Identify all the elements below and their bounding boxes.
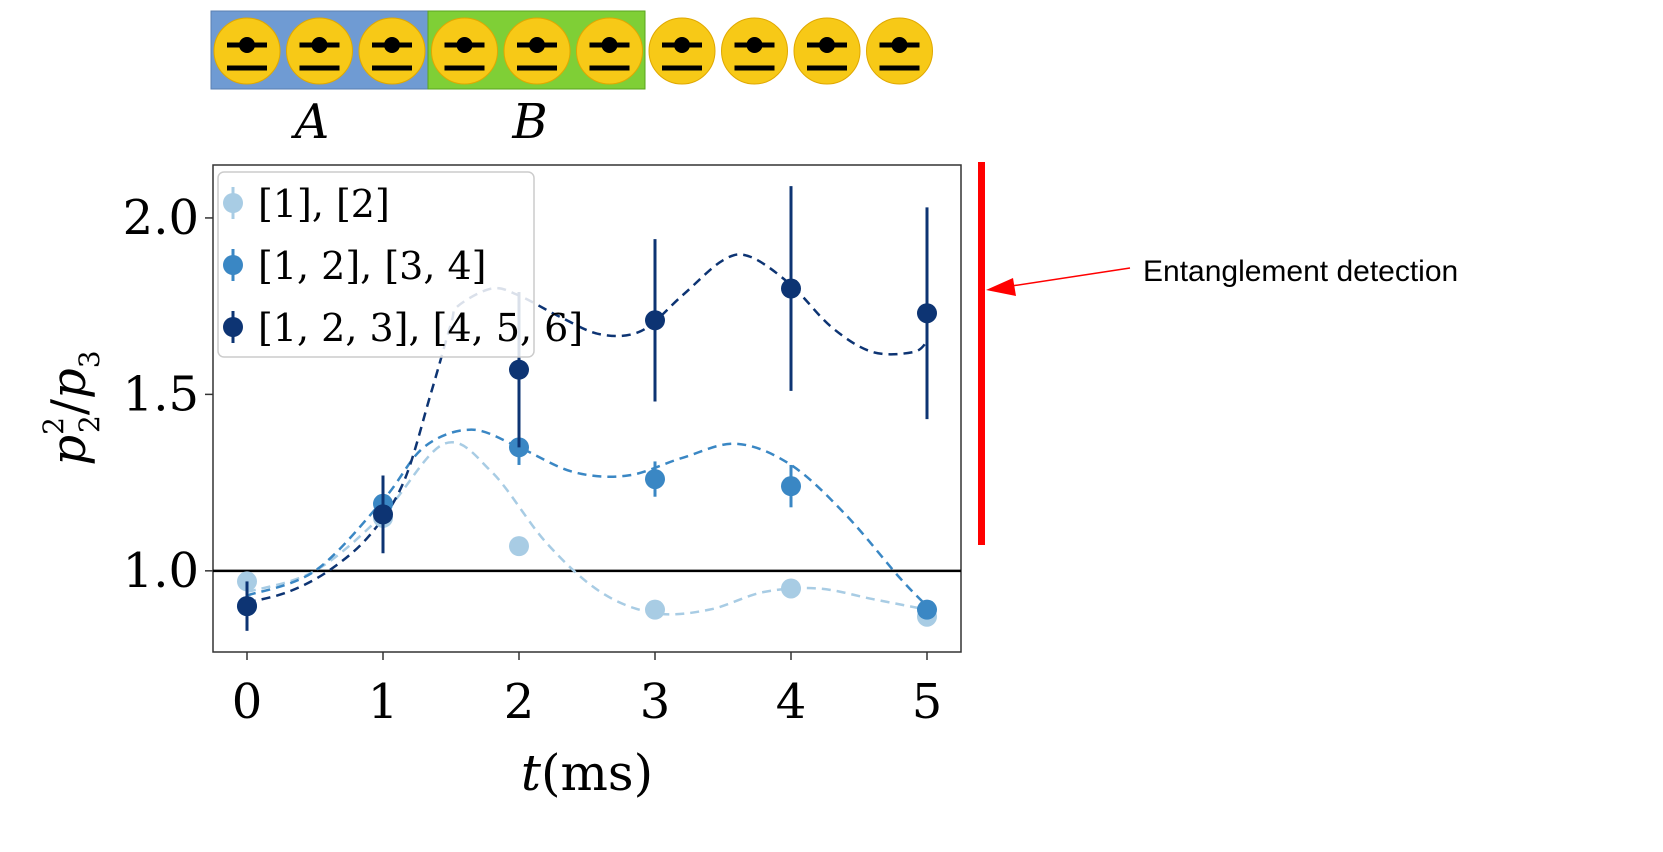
legend-marker (223, 193, 243, 213)
x-tick-label: 4 (776, 674, 807, 730)
svg-text:p22/p3: p2 2/p3 (37, 350, 106, 465)
ion-icon (432, 18, 498, 84)
y-label-slash: / (41, 398, 97, 415)
svg-text:t(ms): t(ms) (521, 744, 653, 802)
x-ticks: 0 1 2 3 4 5 (232, 652, 943, 730)
legend: [1], [2] [1, 2], [3, 4] [1, 2, 3], [4, 5, … (218, 172, 583, 357)
ion-icon (794, 18, 860, 84)
legend-marker (223, 317, 243, 337)
ion-chain: A B (211, 11, 933, 150)
y-tick-label: 1.5 (123, 366, 199, 422)
annotation-arrow-shaft (1005, 268, 1130, 287)
x-axis-label: t(ms) (521, 744, 653, 802)
ion-icon (722, 18, 788, 84)
x-label-var: t (521, 744, 542, 802)
detection-bar (978, 162, 985, 545)
x-tick-label: 0 (232, 674, 263, 730)
ion-icon (214, 18, 280, 84)
y-tick-label: 1.0 (123, 543, 199, 599)
legend-marker (223, 255, 243, 275)
data-point (781, 476, 801, 496)
data-point (645, 310, 665, 330)
y-label-num-sub: 2 (73, 415, 106, 433)
legend-label: [1], [2] (258, 182, 390, 226)
x-tick-label: 5 (912, 674, 943, 730)
annotation-arrow-head (986, 278, 1016, 296)
data-point (509, 536, 529, 556)
data-point (645, 600, 665, 620)
fit-curve (247, 430, 927, 606)
y-ticks: 1.0 1.5 2.0 (123, 190, 213, 599)
data-point (509, 360, 529, 380)
y-label-den: p (41, 368, 97, 399)
annotation-text: Entanglement detection (1143, 255, 1458, 288)
data-point (781, 578, 801, 598)
y-label-num: p (41, 435, 97, 466)
data-point (917, 303, 937, 323)
legend-label: [1, 2, 3], [4, 5, 6] (258, 306, 583, 350)
ion-icon (649, 18, 715, 84)
x-tick-label: 2 (504, 674, 535, 730)
data-point (373, 504, 393, 524)
fit-curve (247, 442, 927, 614)
data-point (781, 279, 801, 299)
region-b-label: B (511, 94, 547, 150)
x-tick-label: 3 (640, 674, 671, 730)
y-tick-label: 2.0 (123, 190, 199, 246)
x-label-unit: (ms) (541, 744, 653, 802)
data-point (917, 600, 937, 620)
legend-label: [1, 2], [3, 4] (258, 244, 486, 288)
ion-icon (359, 18, 425, 84)
x-tick-label: 1 (368, 674, 399, 730)
data-point (237, 596, 257, 616)
y-label-den-sub: 3 (73, 350, 106, 368)
ion-icon (287, 18, 353, 84)
data-point (645, 469, 665, 489)
ion-icon (867, 18, 933, 84)
region-a-label: A (291, 94, 330, 150)
y-axis-label: p2 2/p3 (37, 350, 106, 465)
annotation: Entanglement detection (978, 162, 1458, 545)
ion-icon (504, 18, 570, 84)
y-label-num-sup: 2 (37, 417, 70, 435)
ion-icon (577, 18, 643, 84)
